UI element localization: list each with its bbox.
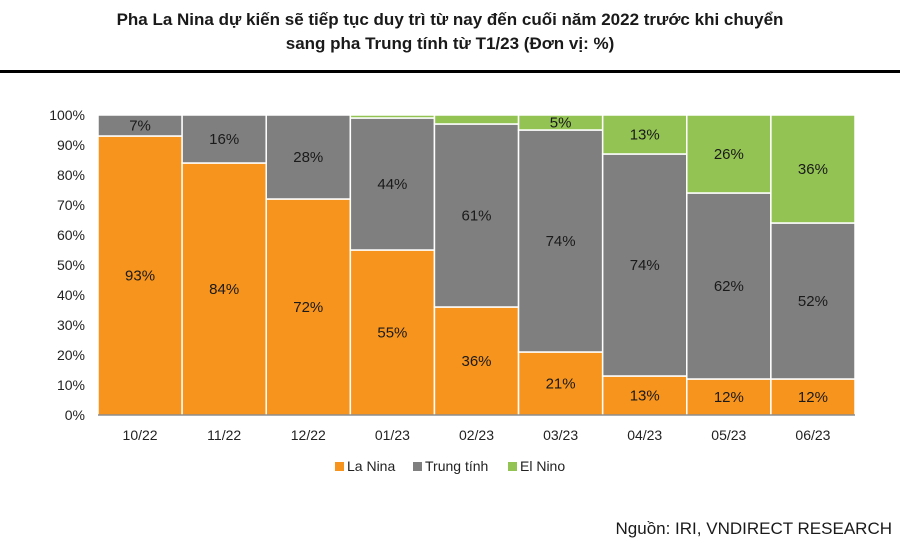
- x-tick-label: 05/23: [711, 427, 746, 443]
- bar-segment-trung-tính: [601, 153, 688, 377]
- data-label: 26%: [714, 146, 744, 163]
- x-tick-label: 06/23: [795, 427, 830, 443]
- y-tick-label: 40%: [57, 287, 85, 303]
- x-tick-label: 10/22: [123, 427, 158, 443]
- y-tick-label: 70%: [57, 197, 85, 213]
- data-label: 5%: [550, 115, 572, 132]
- data-label: 55%: [377, 325, 407, 342]
- bar-segment-la-nina: [265, 198, 352, 416]
- y-tick-label: 50%: [57, 257, 85, 273]
- legend-label: La Nina: [347, 458, 395, 474]
- x-tick-label: 04/23: [627, 427, 662, 443]
- data-label: 61%: [461, 208, 491, 225]
- legend-swatch: [335, 462, 344, 471]
- bar-segment-el-nino: [686, 114, 772, 194]
- data-label: 36%: [461, 353, 491, 370]
- data-label: 28%: [293, 149, 323, 166]
- bar-segment-trung-tính: [265, 114, 352, 200]
- legend-swatch: [508, 462, 517, 471]
- bar-segment-trung-tính: [686, 192, 772, 380]
- data-label: 93%: [125, 268, 155, 285]
- x-tick-label: 01/23: [375, 427, 410, 443]
- data-label: 74%: [546, 233, 576, 250]
- y-tick-label: 20%: [57, 347, 85, 363]
- y-axis: 0% 10% 20% 30% 40% 50% 60% 70% 80% 90% 100%: [49, 107, 85, 423]
- chart-title-line-2: sang pha Trung tính từ T1/23 (Đơn vị: %): [285, 34, 615, 53]
- chart-title-line-1: Pha La Nina dự kiến sẽ tiếp tục duy trì …: [116, 10, 784, 29]
- data-label: 21%: [546, 376, 576, 393]
- data-label: 12%: [714, 389, 744, 406]
- legend-label: Trung tính: [425, 458, 488, 474]
- data-label: 52%: [798, 293, 828, 310]
- x-tick-label: 02/23: [459, 427, 494, 443]
- data-label: 72%: [293, 299, 323, 316]
- bar-segment-la-nina: [349, 249, 436, 416]
- data-label: 84%: [209, 281, 239, 298]
- y-tick-label: 80%: [57, 167, 85, 183]
- data-label: 7%: [129, 118, 151, 135]
- data-label: 74%: [630, 257, 660, 274]
- data-label: 13%: [630, 388, 660, 405]
- data-label: 36%: [798, 161, 828, 178]
- bar-segment-el-nino: [349, 114, 436, 119]
- bar-segment-trung-tính: [181, 114, 267, 164]
- data-label: 16%: [209, 131, 239, 148]
- bar-segment-el-nino: [433, 114, 520, 125]
- y-tick-label: 0%: [65, 407, 85, 423]
- y-tick-label: 30%: [57, 317, 85, 333]
- x-tick-label: 11/22: [207, 427, 241, 443]
- legend-swatch: [413, 462, 422, 471]
- data-label: 62%: [714, 278, 744, 295]
- x-axis: 10/22 11/22 12/22 01/23 02/23 03/23 04/23 05/23…: [98, 414, 855, 443]
- source-note: Nguồn: IRI, VNDIRECT RESEARCH: [615, 519, 892, 538]
- y-tick-label: 60%: [57, 227, 85, 243]
- x-tick-label: 03/23: [543, 427, 578, 443]
- bar-segment-la-nina: [181, 162, 267, 416]
- bar-segment-trung-tính: [517, 129, 604, 353]
- y-tick-label: 100%: [49, 107, 85, 123]
- bar-segment-el-nino: [770, 114, 856, 224]
- legend: La Nina Trung tính El Nino: [335, 458, 565, 474]
- x-tick-label: 12/22: [291, 427, 326, 443]
- legend-label: El Nino: [520, 458, 565, 474]
- bar-segment-la-nina: [97, 135, 183, 416]
- title-divider: [0, 70, 900, 73]
- bars: 93% 7% 84% 16% 72% 28% 55% 44% 36% 61% 21% 74% 5% 13%…: [97, 114, 856, 416]
- bar-segment-trung-tính: [770, 222, 856, 380]
- y-tick-label: 10%: [57, 377, 85, 393]
- data-label: 12%: [798, 389, 828, 406]
- y-tick-label: 90%: [57, 137, 85, 153]
- data-label: 13%: [630, 127, 660, 144]
- chart-title: Pha La Nina dự kiến sẽ tiếp tục duy trì …: [0, 8, 900, 56]
- bar-segment-el-nino: [601, 114, 688, 155]
- data-label: 44%: [377, 176, 407, 193]
